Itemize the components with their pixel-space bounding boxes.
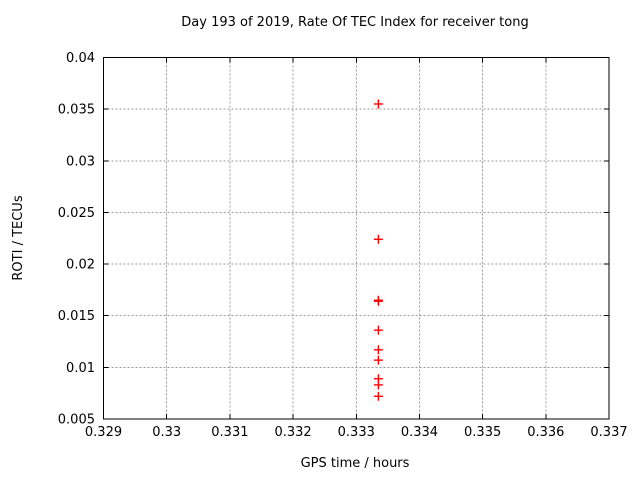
x-tick-label: 0.337	[590, 425, 627, 440]
y-tick-label: 0.02	[66, 258, 95, 273]
tick-label-layer: 0.329 0.33 0.331 0.332 0.333 0.334 0.335 0.336 0…	[58, 51, 628, 440]
x-tick-label: 0.334	[401, 425, 438, 440]
x-tick-label: 0.336	[527, 425, 564, 440]
grid-layer	[103, 57, 609, 419]
data-points-layer	[373, 99, 383, 401]
x-axis-label: GPS time / hours	[301, 456, 410, 471]
data-point	[373, 391, 383, 401]
x-tick-label: 0.329	[85, 425, 122, 440]
data-point	[373, 234, 383, 244]
y-tick-label: 0.035	[58, 103, 95, 118]
x-tick-label: 0.332	[274, 425, 311, 440]
data-point	[373, 380, 383, 390]
data-point	[373, 296, 383, 306]
x-tick-label: 0.333	[338, 425, 375, 440]
data-point	[373, 99, 383, 109]
x-tick-label: 0.33	[152, 425, 181, 440]
y-tick-label: 0.03	[66, 154, 95, 169]
chart-title: Day 193 of 2019, Rate Of TEC Index for r…	[181, 15, 528, 30]
y-tick-label: 0.025	[58, 206, 95, 221]
x-tick-label: 0.335	[464, 425, 501, 440]
y-axis-label: ROTI / TECUs	[11, 195, 26, 280]
y-tick-label: 0.015	[58, 309, 95, 324]
data-point	[373, 355, 383, 365]
y-tick-label: 0.04	[66, 51, 95, 66]
y-tick-label: 0.01	[66, 361, 95, 376]
x-tick-label: 0.331	[211, 425, 248, 440]
data-point	[373, 325, 383, 335]
tick-layer	[103, 57, 610, 420]
data-point	[373, 345, 383, 355]
y-tick-label: 0.005	[58, 413, 95, 428]
